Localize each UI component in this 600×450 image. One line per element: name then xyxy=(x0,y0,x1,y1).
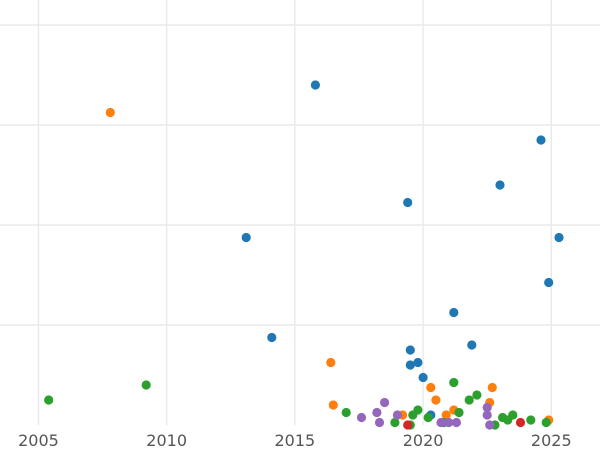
data-point-purple-4 xyxy=(392,410,402,420)
data-point-purple-5 xyxy=(482,402,492,413)
grid-layer xyxy=(0,0,600,425)
data-point-blue-4 xyxy=(241,232,251,243)
data-point-blue-12 xyxy=(413,357,423,368)
data-point-blue-9 xyxy=(467,340,477,350)
data-point-blue-0 xyxy=(310,80,320,90)
x-tick-label-0: 2005 xyxy=(18,431,59,450)
data-point-blue-11 xyxy=(405,360,415,370)
x-tick-label-3: 2020 xyxy=(403,431,444,450)
data-point-purple-9 xyxy=(451,417,461,428)
data-point-blue-5 xyxy=(554,232,564,243)
data-point-blue-3 xyxy=(403,197,413,208)
data-point-blue-8 xyxy=(267,332,277,343)
data-point-purple-2 xyxy=(372,407,382,418)
data-point-purple-0 xyxy=(356,412,367,423)
series-red xyxy=(403,417,526,430)
data-point-purple-8 xyxy=(444,417,454,428)
series-orange xyxy=(105,107,554,425)
x-tick-label-2: 2015 xyxy=(275,431,316,450)
data-point-green-11 xyxy=(526,415,536,425)
data-point-purple-7 xyxy=(436,417,446,428)
data-point-orange-5 xyxy=(487,382,497,393)
data-point-orange-1 xyxy=(326,357,336,368)
data-point-green-4 xyxy=(464,395,474,405)
data-point-purple-10 xyxy=(485,420,495,430)
data-point-green-5 xyxy=(472,390,482,400)
data-point-green-8 xyxy=(454,407,464,418)
data-point-orange-2 xyxy=(328,400,338,410)
data-point-green-12 xyxy=(390,417,400,428)
data-point-orange-7 xyxy=(441,410,451,420)
data-point-green-18 xyxy=(503,415,513,425)
data-point-purple-3 xyxy=(374,417,385,428)
data-point-green-15 xyxy=(541,417,551,428)
data-point-blue-10 xyxy=(405,345,415,355)
data-point-blue-6 xyxy=(544,277,554,288)
x-tick-label-1: 2010 xyxy=(146,431,187,450)
series-blue xyxy=(241,80,564,420)
series-green xyxy=(44,377,551,430)
data-point-purple-6 xyxy=(482,410,492,420)
series-purple xyxy=(356,397,495,430)
x-tick-label-4: 2025 xyxy=(531,431,572,450)
data-point-blue-13 xyxy=(418,372,428,383)
data-point-green-0 xyxy=(44,395,54,405)
point-layer xyxy=(44,80,564,430)
data-point-red-0 xyxy=(403,420,413,430)
data-point-orange-0 xyxy=(105,107,115,118)
data-point-green-3 xyxy=(449,377,459,388)
data-point-orange-3 xyxy=(426,382,436,393)
data-point-orange-4 xyxy=(431,395,441,405)
data-point-green-7 xyxy=(423,412,433,423)
data-point-red-1 xyxy=(515,417,526,428)
data-point-green-1 xyxy=(141,380,151,390)
data-point-purple-1 xyxy=(380,397,390,408)
data-point-blue-7 xyxy=(449,307,459,318)
data-point-blue-2 xyxy=(495,180,505,190)
data-point-green-2 xyxy=(341,407,351,418)
data-point-blue-1 xyxy=(536,135,546,145)
tick-layer: 2005 2010 2015 2020 2025 xyxy=(18,431,572,450)
data-point-green-9 xyxy=(408,410,418,420)
